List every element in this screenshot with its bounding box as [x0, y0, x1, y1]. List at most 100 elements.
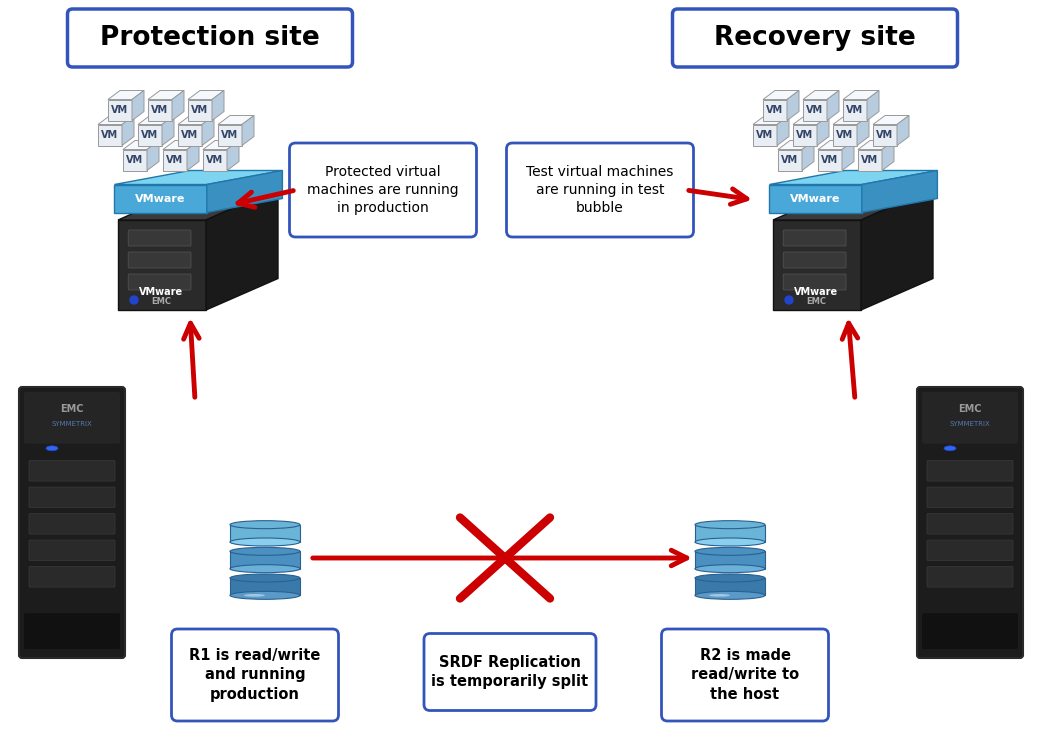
Polygon shape	[123, 149, 147, 170]
Polygon shape	[857, 115, 869, 146]
Polygon shape	[788, 90, 799, 121]
Text: VM: VM	[756, 130, 774, 140]
Polygon shape	[802, 140, 814, 170]
Polygon shape	[98, 115, 134, 124]
Polygon shape	[138, 124, 162, 146]
Polygon shape	[187, 140, 200, 170]
Text: R1 is read/write
and running
production: R1 is read/write and running production	[189, 648, 320, 702]
Polygon shape	[114, 170, 282, 185]
Polygon shape	[818, 140, 854, 149]
Polygon shape	[212, 90, 224, 121]
FancyBboxPatch shape	[927, 461, 1013, 481]
FancyBboxPatch shape	[917, 387, 1023, 658]
Text: SRDF Replication
is temporarily split: SRDF Replication is temporarily split	[432, 654, 589, 689]
Text: VM: VM	[222, 130, 238, 140]
Polygon shape	[827, 90, 839, 121]
Text: VM: VM	[191, 105, 209, 115]
Polygon shape	[122, 115, 134, 146]
Text: VM: VM	[781, 155, 799, 165]
Text: VMware: VMware	[794, 287, 838, 297]
Polygon shape	[188, 90, 224, 100]
Text: VMware: VMware	[140, 287, 184, 297]
Circle shape	[785, 296, 793, 304]
Polygon shape	[206, 188, 278, 310]
Text: Test virtual machines
are running in test
bubble: Test virtual machines are running in tes…	[526, 164, 674, 216]
Text: VM: VM	[167, 155, 184, 165]
FancyBboxPatch shape	[783, 230, 846, 246]
Text: SYMMETRIX: SYMMETRIX	[949, 421, 990, 428]
FancyBboxPatch shape	[128, 274, 191, 290]
Text: VM: VM	[142, 130, 159, 140]
Text: VM: VM	[151, 105, 169, 115]
Ellipse shape	[244, 594, 265, 596]
Polygon shape	[793, 124, 817, 146]
Polygon shape	[897, 115, 909, 146]
Polygon shape	[147, 140, 159, 170]
FancyBboxPatch shape	[927, 566, 1013, 587]
Polygon shape	[695, 551, 765, 569]
Text: VM: VM	[766, 105, 783, 115]
Polygon shape	[188, 100, 212, 121]
Polygon shape	[207, 170, 282, 213]
Polygon shape	[858, 149, 882, 170]
FancyBboxPatch shape	[171, 629, 338, 721]
Polygon shape	[98, 124, 122, 146]
FancyBboxPatch shape	[506, 143, 693, 237]
FancyBboxPatch shape	[24, 613, 120, 649]
Ellipse shape	[230, 521, 300, 529]
Polygon shape	[843, 90, 879, 100]
FancyBboxPatch shape	[672, 9, 958, 67]
Ellipse shape	[46, 446, 58, 451]
Ellipse shape	[230, 538, 300, 546]
Polygon shape	[132, 90, 144, 121]
Polygon shape	[833, 124, 857, 146]
Text: VM: VM	[102, 130, 119, 140]
FancyBboxPatch shape	[29, 513, 116, 534]
Text: VM: VM	[111, 105, 128, 115]
Polygon shape	[202, 115, 214, 146]
Polygon shape	[778, 140, 814, 149]
FancyBboxPatch shape	[19, 387, 125, 658]
Text: R2 is made
read/write to
the host: R2 is made read/write to the host	[691, 648, 799, 702]
FancyBboxPatch shape	[424, 633, 596, 710]
Text: Protected virtual
machines are running
in production: Protected virtual machines are running i…	[308, 164, 459, 216]
Polygon shape	[230, 578, 300, 596]
Text: VM: VM	[126, 155, 144, 165]
Text: VM: VM	[797, 130, 814, 140]
Polygon shape	[178, 115, 214, 124]
Polygon shape	[163, 140, 200, 149]
Text: Recovery site: Recovery site	[714, 25, 916, 51]
Polygon shape	[242, 115, 254, 146]
Polygon shape	[753, 124, 777, 146]
Polygon shape	[118, 220, 206, 310]
FancyBboxPatch shape	[29, 487, 116, 507]
FancyBboxPatch shape	[67, 9, 353, 67]
Polygon shape	[753, 115, 789, 124]
Ellipse shape	[709, 594, 730, 596]
Polygon shape	[108, 90, 144, 100]
Polygon shape	[148, 100, 172, 121]
Polygon shape	[873, 124, 897, 146]
Polygon shape	[858, 140, 894, 149]
Text: EMC: EMC	[60, 403, 84, 413]
Text: EMC: EMC	[959, 403, 982, 413]
Polygon shape	[862, 170, 938, 213]
Ellipse shape	[695, 538, 765, 546]
Text: VMware: VMware	[134, 194, 185, 204]
Polygon shape	[114, 185, 207, 213]
Polygon shape	[770, 185, 862, 213]
Text: VM: VM	[877, 130, 894, 140]
Text: EMC: EMC	[806, 298, 826, 306]
Polygon shape	[230, 551, 300, 569]
Text: VM: VM	[207, 155, 224, 165]
FancyBboxPatch shape	[927, 487, 1013, 507]
Polygon shape	[777, 115, 789, 146]
FancyBboxPatch shape	[783, 274, 846, 290]
Polygon shape	[793, 115, 830, 124]
Polygon shape	[817, 115, 830, 146]
Polygon shape	[123, 140, 159, 149]
Ellipse shape	[230, 591, 300, 599]
Polygon shape	[833, 115, 869, 124]
Ellipse shape	[695, 565, 765, 573]
Polygon shape	[695, 578, 765, 596]
